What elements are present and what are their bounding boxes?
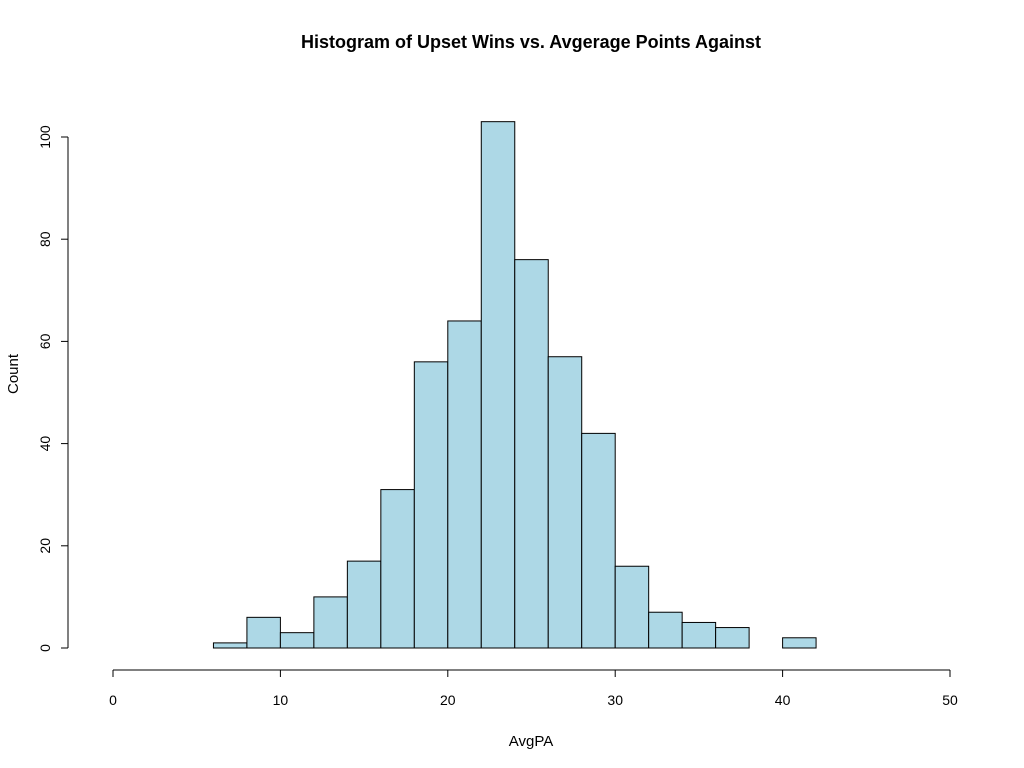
x-axis: 0 10 20 30 40 50 bbox=[109, 669, 958, 708]
histogram-bar-32-34 bbox=[648, 611, 683, 649]
histogram-bar-30-32 bbox=[614, 565, 650, 649]
histogram-bar-16-18 bbox=[380, 489, 415, 649]
y-tick-label: 20 bbox=[37, 538, 53, 554]
histogram-bar-14-16 bbox=[346, 560, 382, 649]
histogram-bar-34-36 bbox=[681, 621, 717, 649]
histogram-bar-40-42 bbox=[782, 637, 817, 649]
x-tick-label: 10 bbox=[273, 692, 289, 708]
histogram-bar-36-38 bbox=[715, 627, 750, 649]
chart-title: Histogram of Upset Wins vs. Avgerage Poi… bbox=[301, 32, 761, 52]
y-tick-label: 60 bbox=[37, 333, 53, 349]
x-tick-label: 0 bbox=[109, 692, 117, 708]
y-tick-label: 100 bbox=[37, 125, 53, 149]
bars-group bbox=[212, 121, 817, 649]
x-axis-label: AvgPA bbox=[509, 733, 553, 750]
y-tick-label: 80 bbox=[37, 231, 53, 247]
x-tick-label: 30 bbox=[607, 692, 623, 708]
histogram-bar-28-30 bbox=[581, 432, 616, 649]
x-tick-label: 40 bbox=[775, 692, 791, 708]
y-tick-label: 40 bbox=[37, 436, 53, 452]
x-tick-label: 20 bbox=[440, 692, 456, 708]
y-axis-label: Count bbox=[5, 353, 22, 394]
histogram-bar-22-24 bbox=[480, 121, 516, 649]
histogram-bar-24-26 bbox=[514, 259, 549, 649]
histogram-bar-8-10 bbox=[246, 616, 281, 649]
x-tick-label: 50 bbox=[942, 692, 958, 708]
histogram-bar-12-14 bbox=[313, 596, 348, 649]
histogram-bar-20-22 bbox=[447, 320, 482, 649]
histogram-bar-6-8 bbox=[212, 642, 248, 649]
histogram-bar-10-12 bbox=[279, 632, 315, 649]
histogram-bar-26-28 bbox=[547, 356, 583, 649]
histogram-bar-18-20 bbox=[413, 361, 449, 649]
y-tick-label: 0 bbox=[37, 644, 53, 652]
y-axis: 0 20 40 60 80 100 bbox=[37, 125, 69, 652]
